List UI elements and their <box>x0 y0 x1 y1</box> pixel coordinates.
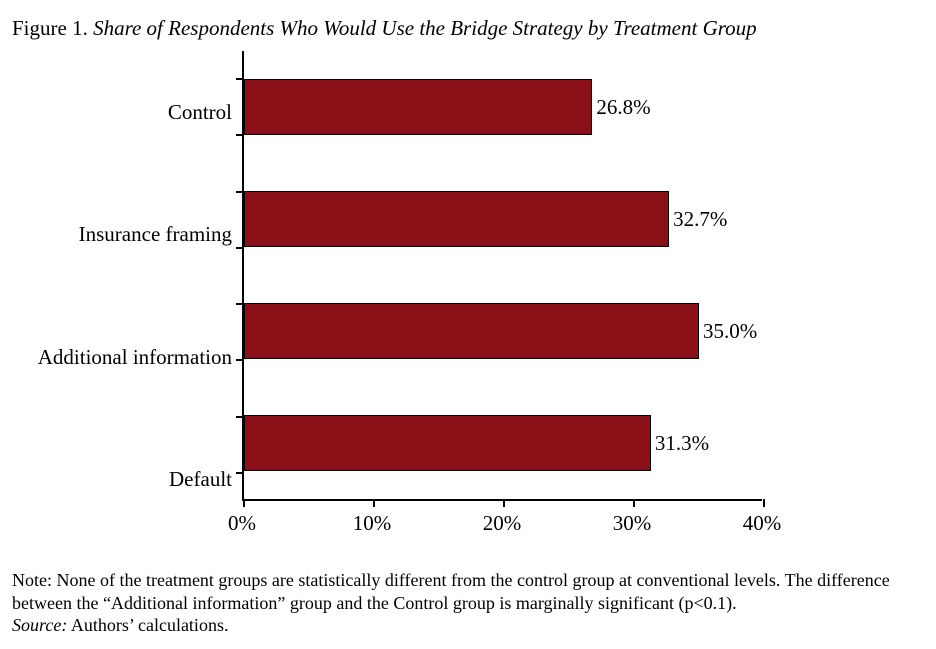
y-axis-tick <box>236 472 244 474</box>
bar-row: 31.3% <box>244 415 762 471</box>
y-axis-tick <box>236 247 244 249</box>
x-axis-tick <box>633 499 635 507</box>
bar-value-label: 26.8% <box>592 95 650 120</box>
bar-row: 32.7% <box>244 191 762 247</box>
note-body: Note: None of the treatment groups are s… <box>12 570 890 613</box>
y-axis-labels: Control Insurance framing Additional inf… <box>12 51 242 541</box>
figure-title: Figure 1. Share of Respondents Who Would… <box>12 16 924 41</box>
source-text: Authors’ calculations. <box>67 615 228 635</box>
x-axis-ticks <box>243 499 761 507</box>
category-label: Additional information <box>12 345 242 370</box>
bar-value-label: 35.0% <box>699 319 757 344</box>
bar-value-label: 32.7% <box>669 207 727 232</box>
plot-area: 26.8% 32.7% 35.0% 31.3% <box>242 51 762 501</box>
x-axis-tick-label: 20% <box>483 511 522 536</box>
figure-number: Figure 1. <box>12 16 88 40</box>
x-axis-labels: 0%10%20%30%40% <box>242 511 762 541</box>
source-label: Source: <box>12 615 67 635</box>
x-axis-tick <box>243 499 245 507</box>
bars-container: 26.8% 32.7% 35.0% 31.3% <box>244 51 762 499</box>
x-axis-tick-label: 0% <box>228 511 256 536</box>
bar-row: 26.8% <box>244 79 762 135</box>
x-axis-tick <box>373 499 375 507</box>
category-label: Control <box>12 100 242 125</box>
y-axis-tick <box>236 303 244 305</box>
bar <box>244 303 699 359</box>
figure-caption: Share of Respondents Who Would Use the B… <box>93 16 757 40</box>
y-axis-tick <box>236 191 244 193</box>
bar <box>244 79 592 135</box>
bar-row: 35.0% <box>244 303 762 359</box>
bar-chart: Control Insurance framing Additional inf… <box>12 51 924 541</box>
x-axis-tick-label: 30% <box>613 511 652 536</box>
x-axis-tick-label: 40% <box>743 511 782 536</box>
plot-column: 26.8% 32.7% 35.0% 31.3% 0%10%20%30%40% <box>242 51 762 541</box>
x-axis-tick <box>503 499 505 507</box>
y-axis-tick <box>236 416 244 418</box>
bar-value-label: 31.3% <box>651 431 709 456</box>
y-axis-tick <box>236 78 244 80</box>
x-axis-tick <box>763 499 765 507</box>
y-axis-tick <box>236 359 244 361</box>
y-axis-tick <box>236 134 244 136</box>
category-label: Insurance framing <box>12 222 242 247</box>
figure-note: Note: None of the treatment groups are s… <box>12 569 924 637</box>
x-axis-tick-label: 10% <box>353 511 392 536</box>
y-axis-ticks <box>236 51 244 499</box>
bar <box>244 191 669 247</box>
category-label: Default <box>12 467 242 492</box>
bar <box>244 415 651 471</box>
